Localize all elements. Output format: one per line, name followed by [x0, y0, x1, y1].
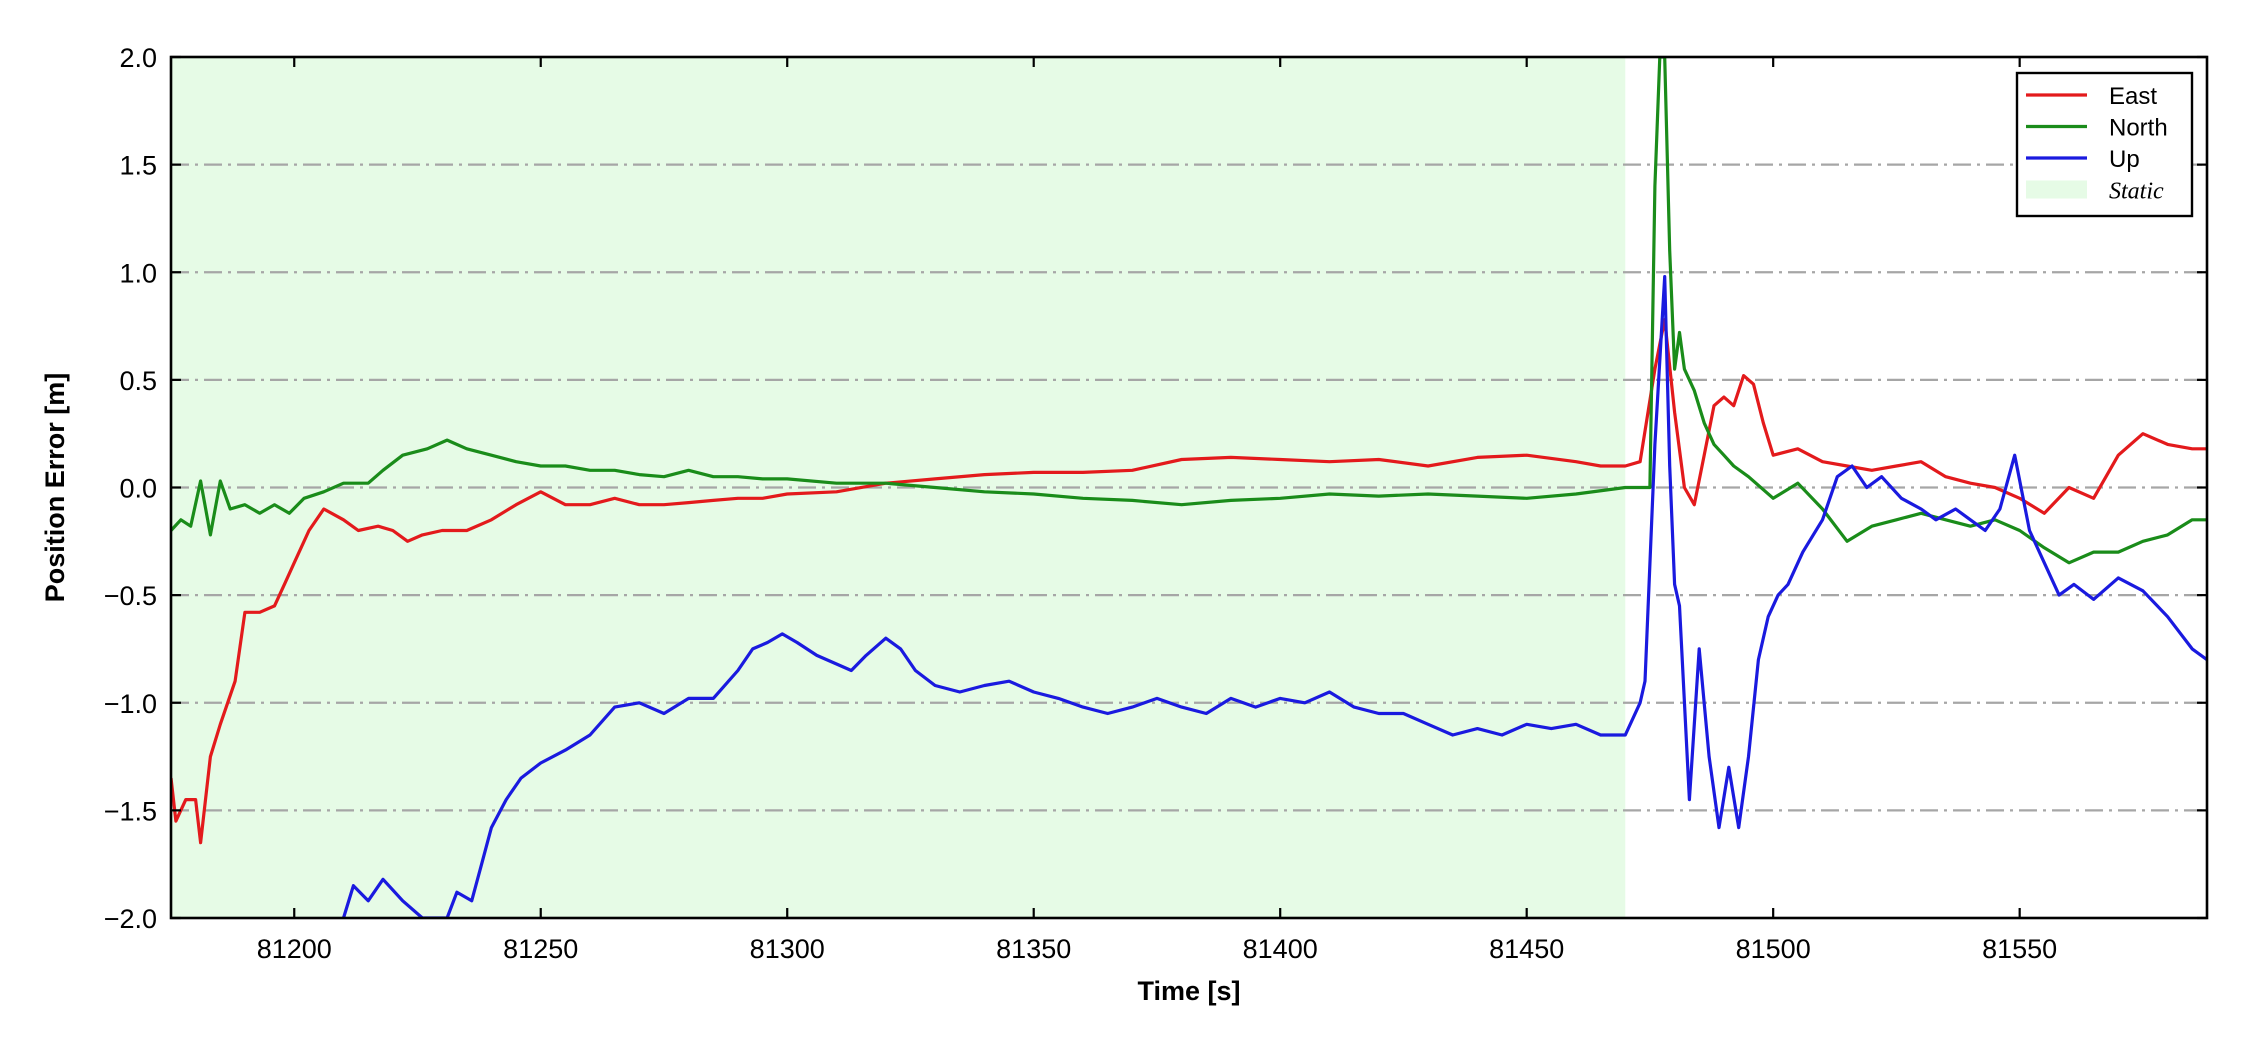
series-line-east — [171, 318, 2207, 845]
legend-label-north: North — [2109, 115, 2168, 142]
x-tick-label: 81300 — [750, 934, 825, 964]
y-tick-label: −1.0 — [104, 689, 157, 719]
legend-swatch-static — [2026, 180, 2087, 199]
series-line-up — [341, 275, 2207, 919]
x-tick-label: 81550 — [1982, 934, 2057, 964]
y-tick-label: 0.5 — [119, 366, 157, 396]
y-tick-label: 0.0 — [119, 474, 157, 504]
series-line-north — [171, 56, 2207, 565]
x-tick-label: 81250 — [503, 934, 578, 964]
x-tick-label: 81450 — [1489, 934, 1564, 964]
legend-label-east: East — [2109, 83, 2157, 110]
y-axis-label: Position Error [m] — [40, 373, 70, 603]
y-tick-label: 1.5 — [119, 151, 157, 181]
y-tick-label: 1.0 — [119, 258, 157, 288]
x-tick-label: 81200 — [257, 934, 332, 964]
y-tick-label: −2.0 — [104, 904, 157, 934]
x-axis-ticks: 81200 81250 81300 81350 81400 81450 81500 81550 — [257, 57, 2057, 964]
legend: East North Up Static — [2015, 71, 2194, 218]
x-tick-label: 81500 — [1736, 934, 1811, 964]
y-tick-label: −1.5 — [104, 796, 157, 826]
series-layer — [171, 56, 2207, 919]
legend-label-static: Static — [2109, 179, 2164, 205]
y-tick-label: 2.0 — [119, 43, 157, 73]
legend-label-up: Up — [2109, 146, 2140, 173]
x-axis-label: Time [s] — [1137, 976, 1240, 1006]
x-tick-label: 81350 — [996, 934, 1071, 964]
y-tick-label: −0.5 — [104, 581, 157, 611]
x-tick-label: 81400 — [1243, 934, 1318, 964]
y-axis-ticks: −2.0 −1.5 −1.0 −0.5 0.0 0.5 1.0 1.5 2.0 — [104, 43, 2207, 934]
